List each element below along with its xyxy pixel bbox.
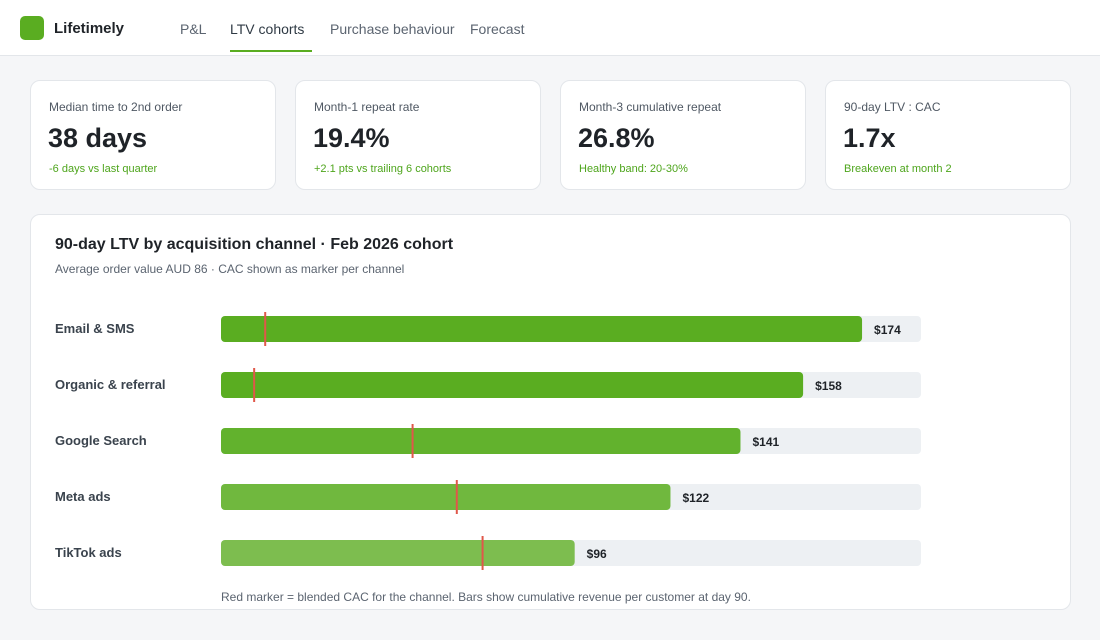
channel-label: TikTok ads <box>55 545 122 560</box>
ltv-value-label: $158 <box>815 379 842 393</box>
kpi-value: 26.8% <box>578 123 655 153</box>
kpi-card-month1-repeat: Month-1 repeat rate 19.4% +2.1 pts vs tr… <box>295 80 541 190</box>
kpi-card-median-time: Median time to 2nd order 38 days -6 days… <box>30 80 276 190</box>
kpi-delta: -6 days vs last quarter <box>49 163 158 175</box>
tab-forecast[interactable]: Forecast <box>470 21 525 37</box>
kpi-value: 19.4% <box>313 123 390 153</box>
kpi-label: Month-3 cumulative repeat <box>579 100 722 114</box>
active-tab-indicator <box>230 50 312 52</box>
channel-label: Google Search <box>55 433 147 448</box>
ltv-value-label: $122 <box>682 491 709 505</box>
channel-label: Email & SMS <box>55 321 135 336</box>
kpi-card-month3-repeat: Month-3 cumulative repeat 26.8% Healthy … <box>560 80 806 190</box>
app-logo-icon <box>20 16 44 40</box>
ltv-value-label: $96 <box>587 547 607 561</box>
chart-footnote: Red marker = blended CAC for the channel… <box>221 590 751 604</box>
chart-subtitle: Average order value AUD 86 · CAC shown a… <box>55 262 405 276</box>
kpi-value: 38 days <box>48 123 148 153</box>
ltv-value-label: $141 <box>752 435 779 449</box>
channel-label: Meta ads <box>55 489 111 504</box>
chart-title: 90-day LTV by acquisition channel · Feb … <box>55 236 454 253</box>
tab-pnl[interactable]: P&L <box>180 21 207 37</box>
tab-purchase-behaviour[interactable]: Purchase behaviour <box>330 21 455 37</box>
ltv-value-label: $174 <box>874 323 901 337</box>
kpi-label: Median time to 2nd order <box>49 100 183 114</box>
kpi-label: Month-1 repeat rate <box>314 100 420 114</box>
top-navigation-bar: Lifetimely P&L LTV cohorts Purchase beha… <box>0 0 1100 56</box>
tab-ltv-cohorts[interactable]: LTV cohorts <box>230 21 305 37</box>
kpi-value: 1.7x <box>843 123 896 153</box>
kpi-card-ltv-cac: 90-day LTV : CAC 1.7x Breakeven at month… <box>825 80 1071 190</box>
kpi-delta: Healthy band: 20-30% <box>579 163 688 175</box>
ltv-bar <box>221 484 671 510</box>
kpi-label: 90-day LTV : CAC <box>844 100 941 114</box>
ltv-bar <box>221 540 575 566</box>
ltv-bar <box>221 316 863 342</box>
ltv-bar <box>221 428 741 454</box>
kpi-delta: +2.1 pts vs trailing 6 cohorts <box>314 163 452 175</box>
kpi-delta: Breakeven at month 2 <box>844 163 952 175</box>
ltv-bar <box>221 372 804 398</box>
brand-name: Lifetimely <box>54 20 125 37</box>
channel-label: Organic & referral <box>55 377 166 392</box>
ltv-bar-chart: Email & SMS $174 Organic & referral $158 Goo… <box>55 312 921 570</box>
ltv-channel-chart-card: 90-day LTV by acquisition channel · Feb … <box>30 214 1071 610</box>
